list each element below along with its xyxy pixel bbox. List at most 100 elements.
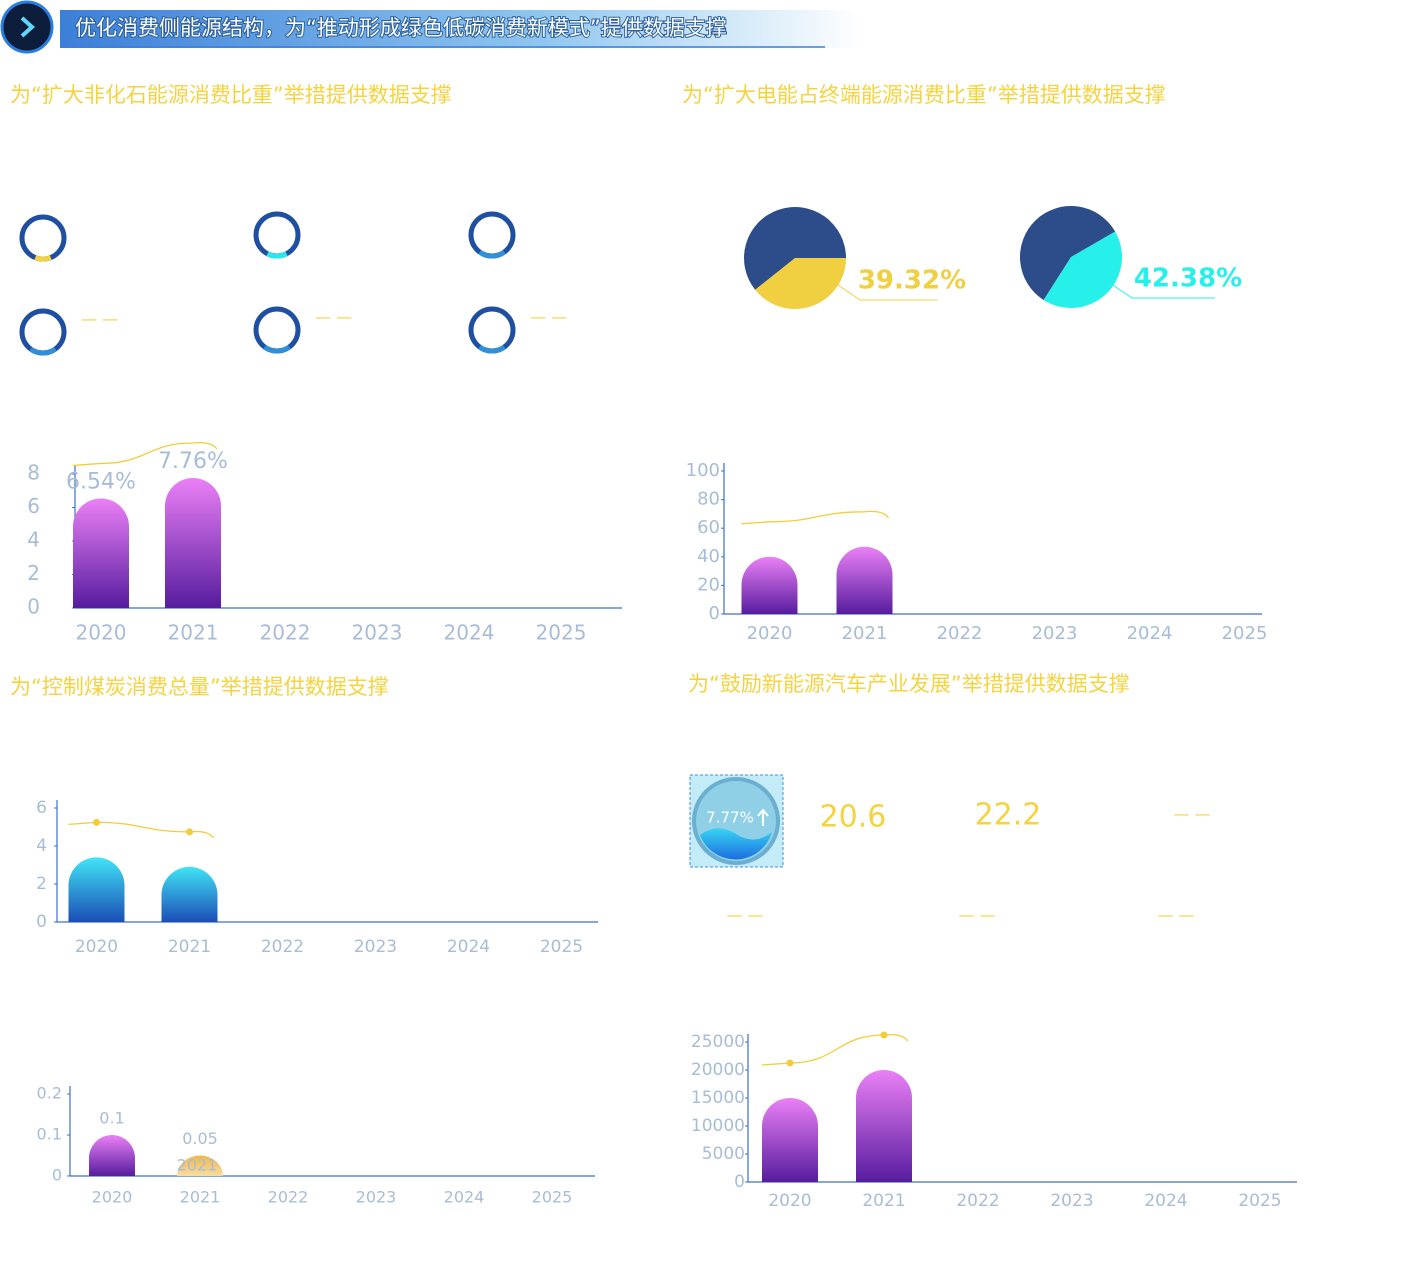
annotation: 2021	[177, 1156, 218, 1175]
badge-wave	[700, 828, 772, 860]
x-tick-label: 2022	[260, 621, 311, 645]
y-tick-label: 60	[697, 517, 720, 538]
pie-label: 42.38%	[1134, 264, 1242, 294]
badge-label: 7.77%	[706, 809, 754, 827]
y-tick-label: 6	[36, 798, 47, 818]
x-tick-label: 2021	[168, 621, 219, 645]
x-tick-label: 2020	[768, 1191, 811, 1211]
x-tick-label: 2023	[354, 937, 397, 957]
x-tick-label: 2023	[1050, 1191, 1093, 1211]
x-tick-label: 2024	[444, 1188, 485, 1207]
x-tick-label: 2021	[862, 1191, 905, 1211]
trend-line	[68, 821, 215, 839]
x-tick-label: 2020	[92, 1188, 133, 1207]
stat-value: 22.2	[975, 798, 1042, 833]
stat-value: — —	[1173, 805, 1210, 824]
y-tick-label: 0.1	[37, 1125, 62, 1144]
bar	[89, 1135, 135, 1176]
x-tick-label: 2023	[1032, 623, 1078, 644]
x-tick-label: 2022	[261, 937, 304, 957]
x-tick-label: 2025	[1238, 1191, 1281, 1211]
x-tick-label: 2020	[747, 623, 793, 644]
bar	[161, 866, 218, 922]
leader-line	[837, 284, 938, 301]
x-tick-label: 2022	[956, 1191, 999, 1211]
x-tick-label: 2024	[1144, 1191, 1187, 1211]
ring-arc	[263, 344, 291, 354]
y-tick-label: 2	[36, 874, 47, 894]
y-tick-label: 0	[27, 595, 40, 619]
x-tick-label: 2020	[75, 937, 118, 957]
y-tick-label: 40	[697, 546, 720, 567]
x-tick-label: 2020	[76, 621, 127, 645]
y-tick-label: 25000	[691, 1032, 745, 1052]
y-tick-label: 0	[709, 603, 720, 624]
y-tick-label: 0	[52, 1166, 62, 1185]
value-label: 7.76%	[158, 449, 228, 474]
ring-track	[253, 211, 301, 259]
x-tick-label: 2023	[356, 1188, 397, 1207]
bar	[177, 1155, 223, 1176]
ring-track	[468, 306, 516, 354]
pie-slice	[744, 207, 846, 290]
ring-arc	[34, 255, 52, 262]
ring-arc	[29, 346, 57, 356]
trend-line	[741, 510, 890, 525]
x-tick-label: 2022	[937, 623, 983, 644]
y-tick-label: 5000	[702, 1144, 745, 1164]
y-tick-label: 0	[36, 912, 47, 932]
badge-arrow	[757, 808, 769, 826]
bar	[68, 857, 125, 922]
x-tick-label: 2025	[536, 621, 587, 645]
panel-title: 为“扩大电能占终端能源消费比重”举措提供数据支撑	[682, 83, 1166, 107]
y-tick-label: 0	[734, 1172, 745, 1192]
x-tick-label: 2022	[268, 1188, 309, 1207]
bar	[741, 556, 798, 614]
value-label: 0.05	[182, 1129, 218, 1148]
bar	[856, 1070, 912, 1182]
trend-line	[72, 441, 218, 467]
y-tick-label: 0.2	[37, 1084, 62, 1103]
header-banner	[60, 10, 860, 48]
y-tick-label: 2	[27, 561, 40, 585]
stat-value: — —	[1157, 906, 1194, 925]
ring-text: — —	[81, 310, 118, 329]
y-tick-label: 6	[27, 494, 40, 518]
x-tick-label: 2025	[532, 1188, 573, 1207]
ring-track	[468, 211, 516, 259]
pie-label: 39.32%	[858, 266, 966, 296]
stat-value: 20.6	[820, 800, 887, 835]
x-tick-label: 2021	[168, 937, 211, 957]
trend-marker	[93, 818, 100, 826]
y-tick-label: 8	[27, 461, 40, 485]
pie-slice	[1020, 206, 1116, 300]
header-icon	[0, 0, 54, 54]
pie-slice	[755, 258, 846, 310]
ring-arc	[266, 251, 288, 259]
y-tick-label: 20000	[691, 1060, 745, 1080]
header-icon-arrow	[20, 16, 35, 38]
value-label: 0.1	[99, 1109, 124, 1128]
y-tick-label: 15000	[691, 1088, 745, 1108]
leader-line	[1097, 274, 1215, 299]
panel-title: 为“控制煤炭消费总量”举措提供数据支撑	[10, 675, 389, 699]
bar	[836, 546, 893, 614]
trend-line	[761, 1033, 909, 1066]
bar	[165, 478, 221, 608]
ring-text: — —	[315, 308, 352, 327]
value-label: 6.54%	[66, 469, 136, 494]
panel-title: 为“鼓励新能源汽车产业发展”举措提供数据支撑	[688, 672, 1130, 696]
bar	[73, 498, 129, 608]
y-tick-label: 4	[27, 528, 40, 552]
pie-slice	[1043, 231, 1123, 309]
y-tick-label: 20	[697, 574, 720, 595]
ring-track	[253, 306, 301, 354]
y-tick-label: 10000	[691, 1116, 745, 1136]
x-tick-label: 2024	[444, 621, 495, 645]
trend-marker	[786, 1059, 794, 1067]
x-tick-label: 2021	[842, 623, 888, 644]
x-tick-label: 2023	[352, 621, 403, 645]
ring-arc	[478, 249, 506, 259]
stat-value: — —	[726, 906, 763, 925]
